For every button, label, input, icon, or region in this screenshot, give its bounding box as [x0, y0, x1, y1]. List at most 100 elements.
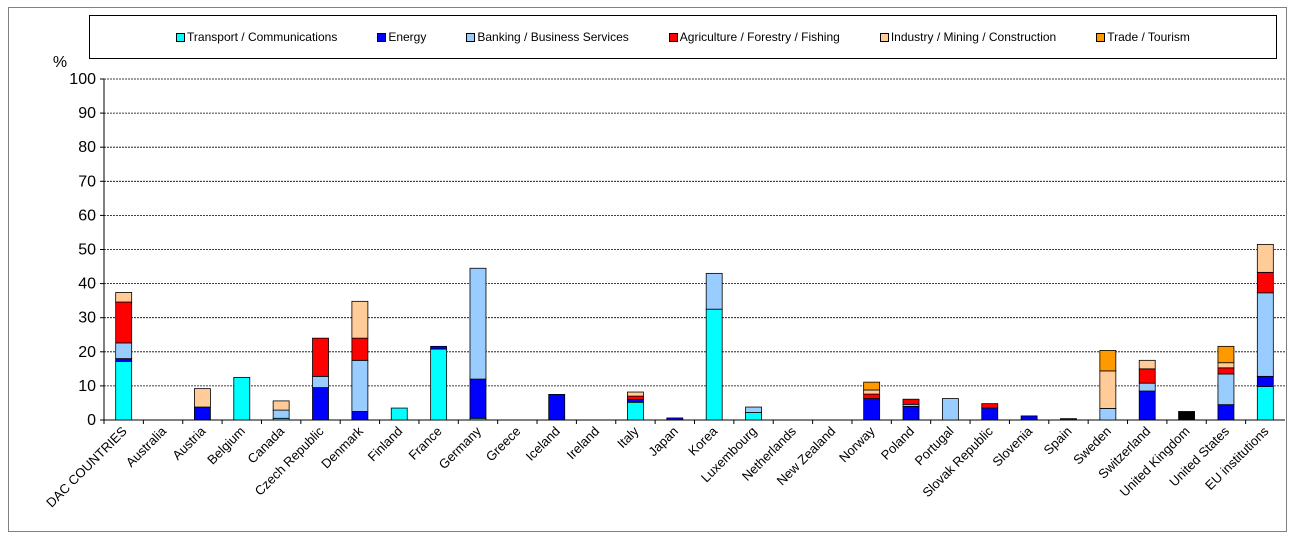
- bar-segment: [981, 403, 999, 409]
- bar-segment: [863, 398, 881, 421]
- legend-swatch: [1096, 32, 1106, 42]
- legend-item: Trade / Tourism: [1096, 30, 1190, 44]
- bar-segment: [1020, 415, 1038, 421]
- y-tick-label: 50: [78, 242, 96, 259]
- y-tick-label: 90: [78, 105, 96, 122]
- bar-segment: [745, 412, 762, 421]
- bar-segment: [351, 411, 369, 421]
- bar-segment: [627, 391, 644, 397]
- legend-label: Industry / Mining / Construction: [890, 30, 1057, 44]
- bar-segment: [312, 337, 329, 377]
- x-tick-label: Denmark: [318, 423, 366, 471]
- bar-segment: [1256, 271, 1274, 294]
- bar-segment: [233, 376, 251, 421]
- x-tick-label: Germany: [436, 423, 485, 472]
- bar-segment: [115, 358, 133, 362]
- bar-segment: [902, 398, 920, 405]
- bar-segment: [1217, 367, 1235, 375]
- bar-segment: [390, 407, 408, 421]
- y-tick-label: 20: [78, 344, 96, 361]
- legend-item: Industry / Mining / Construction: [879, 30, 1057, 44]
- bar-segment: [115, 360, 133, 421]
- bar-segment: [1099, 408, 1117, 421]
- bar-segment: [1256, 386, 1274, 421]
- legend-swatch: [466, 32, 476, 42]
- x-tick-label: Belgium: [204, 424, 248, 468]
- x-tick-label: Finland: [365, 424, 406, 465]
- bar-segment: [705, 272, 723, 310]
- y-axis-label: %: [53, 54, 67, 71]
- legend-swatch: [879, 32, 889, 42]
- x-tick-label: Norway: [836, 423, 878, 465]
- bar-segment: [272, 409, 290, 419]
- legend-swatch: [377, 32, 387, 42]
- bar-segment: [627, 401, 644, 421]
- x-tick-label: DAC COUNTRIES: [43, 423, 130, 510]
- x-tick-label: Ireland: [563, 424, 602, 463]
- y-tick-label: 0: [87, 412, 96, 429]
- bar-segment: [627, 399, 644, 403]
- bar-segment: [1256, 243, 1274, 273]
- x-tick-label: Slovak Republic: [919, 423, 996, 500]
- legend-swatch: [176, 32, 186, 42]
- bar-segment: [1256, 292, 1274, 377]
- bar-segment: [430, 345, 448, 350]
- bar-segment: [351, 300, 369, 339]
- y-tick-label: 40: [78, 276, 96, 293]
- bar-segment: [1060, 418, 1077, 421]
- legend-label: Agriculture / Forestry / Fishing: [679, 30, 840, 44]
- chart-legend: Transport / Communications Energy Banking …: [89, 15, 1277, 59]
- legend-item: Agriculture / Forestry / Fishing: [668, 30, 840, 44]
- legend-swatch: [668, 32, 678, 42]
- bar-segment: [115, 342, 133, 360]
- y-tick-label: 70: [78, 173, 96, 190]
- legend-label: Trade / Tourism: [1107, 30, 1190, 44]
- bar-segment: [941, 398, 959, 421]
- bar-segment: [1099, 370, 1117, 409]
- bar-segment: [115, 301, 133, 344]
- bar-segment: [469, 378, 487, 419]
- bar-segment: [1178, 411, 1195, 421]
- bar-segment: [1138, 382, 1156, 392]
- x-tick-label: United Kingdom: [1117, 424, 1193, 500]
- bar-segment: [430, 348, 448, 421]
- bar-segment: [1138, 390, 1156, 421]
- bar-segment: [194, 388, 211, 408]
- bar-segment: [981, 407, 999, 421]
- bar-segment: [666, 417, 684, 421]
- bar-segment: [548, 394, 566, 421]
- x-tick-label: Japan: [645, 424, 681, 460]
- bar-segment: [1138, 359, 1156, 370]
- bar-segment: [1217, 362, 1235, 369]
- bar-segment: [902, 405, 920, 421]
- legend-label: Banking / Business Services: [477, 30, 629, 44]
- legend-label: Transport / Communications: [187, 30, 338, 44]
- bar-segment: [1256, 375, 1274, 387]
- y-tick-label: 60: [78, 207, 96, 224]
- legend-item: Energy: [377, 30, 426, 44]
- y-tick-label: 100: [69, 71, 96, 88]
- y-tick-label: 10: [78, 378, 96, 395]
- x-tick-label: Australia: [123, 423, 170, 470]
- bar-segment: [627, 395, 644, 400]
- bar-segment: [863, 389, 881, 395]
- y-tick-label: 80: [78, 139, 96, 156]
- bar-segment: [351, 337, 369, 361]
- bar-segment: [115, 292, 133, 303]
- x-tick-label: Greece: [483, 424, 524, 465]
- bar-segment: [1099, 350, 1117, 372]
- x-tick-label: Slovenia: [989, 423, 1035, 469]
- bar-segment: [705, 308, 723, 421]
- y-tick-label: 30: [78, 310, 96, 327]
- bar-segment: [863, 381, 881, 391]
- bar-segment: [745, 406, 762, 413]
- bar-segment: [272, 400, 290, 411]
- bar-segment: [1217, 404, 1235, 421]
- bar-segment: [469, 267, 487, 380]
- x-tick-label: Italy: [614, 423, 642, 451]
- x-tick-label: Iceland: [523, 424, 563, 464]
- bar-segment: [351, 359, 369, 412]
- x-tick-label: Spain: [1040, 424, 1074, 458]
- legend-label: Energy: [388, 30, 427, 44]
